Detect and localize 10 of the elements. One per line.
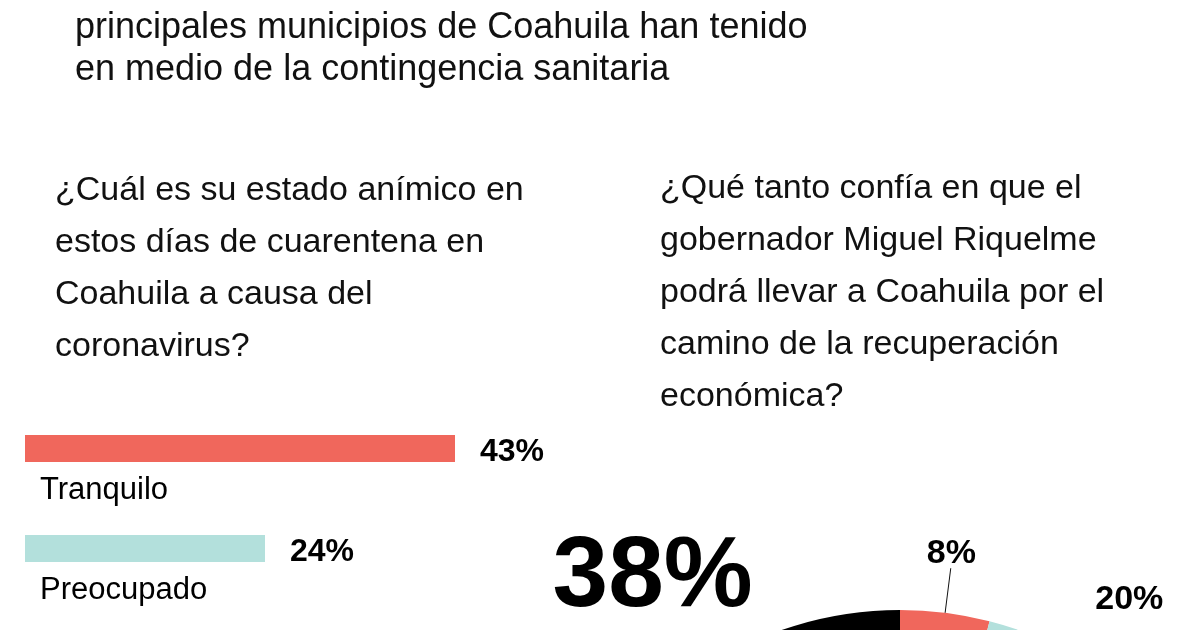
chart-subtitle: ¿Cuál es su estado anímico en estos días de cuarentena en Coahuila a causa del coronavirus?: [55, 169, 524, 363]
chart-title: ¿Qué tanto confía en que el gobernador Miguel Riquelme podrá llevar a Coahuila por el camino de la recuperación económica?: [660, 167, 1105, 413]
data-label: 20%: [1095, 577, 1164, 616]
y-tick-label: Preocupado: [40, 571, 208, 606]
data-label: 43%: [480, 432, 545, 468]
data-label: 24%: [290, 532, 355, 568]
data-label: 38%: [552, 515, 753, 628]
y-tick-label: Tranquilo: [40, 471, 169, 506]
chart-title: principales municipios de Coahuila han tenido en medio de la contingencia sanitaria: [75, 5, 808, 88]
data-label: 8%: [926, 532, 976, 571]
